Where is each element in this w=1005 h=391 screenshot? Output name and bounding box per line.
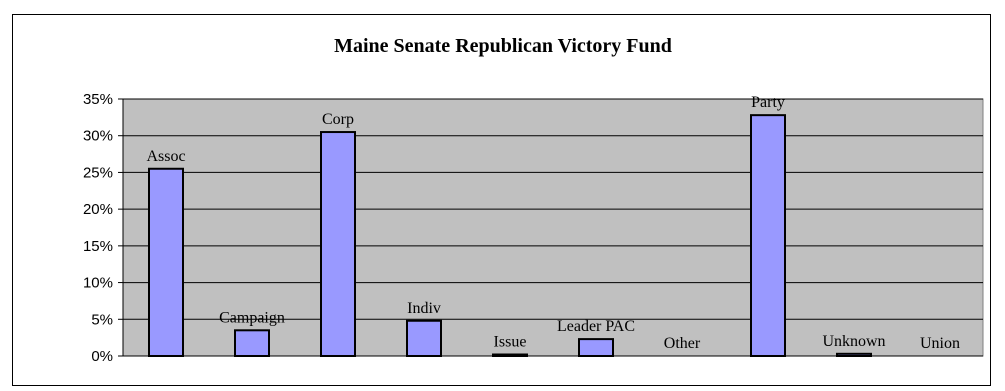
bar-indiv: [406, 319, 442, 357]
y-axis-ticks: 0% 5% 10% 15% 20% 25% 30% 35%: [83, 91, 124, 365]
bar-chart: Maine Senate Republican Victory Fund 0% 5…: [83, 35, 984, 365]
plot-area: [122, 98, 984, 357]
bar-assoc: [148, 167, 184, 357]
y-tick-label: 15%: [83, 238, 113, 255]
y-tick-label: 10%: [83, 275, 113, 292]
y-tick-label: 25%: [83, 164, 113, 181]
bar-party: [750, 114, 786, 358]
chart-frame: Maine Senate Republican Victory Fund 0% 5…: [12, 14, 991, 386]
bar-label-union: Union: [920, 335, 960, 352]
bar-campaign: [234, 329, 270, 357]
bar-label-indiv: Indiv: [407, 300, 441, 317]
bar-label-issue: Issue: [494, 334, 527, 351]
y-tick-label: 5%: [91, 311, 113, 328]
bar-label-assoc: Assoc: [146, 148, 185, 165]
bar-label-leader-pac: Leader PAC: [557, 318, 635, 335]
bar-label-corp: Corp: [322, 111, 354, 128]
bars: [148, 114, 872, 358]
bar-label-party: Party: [751, 94, 785, 111]
bar-leader-pac: [578, 338, 614, 357]
bar-issue: [492, 353, 528, 357]
bar-label-unknown: Unknown: [822, 333, 885, 350]
chart-title: Maine Senate Republican Victory Fund: [334, 35, 672, 57]
y-tick-label: 20%: [83, 201, 113, 218]
y-tick-label: 35%: [83, 91, 113, 108]
y-tick-label: 0%: [91, 348, 113, 365]
bar-label-other: Other: [664, 335, 701, 352]
bar-labels: Assoc Campaign Corp Indiv Issue Leader PAC Oth…: [146, 94, 960, 352]
bar-corp: [320, 131, 356, 357]
bar-label-campaign: Campaign: [219, 309, 285, 326]
y-tick-label: 30%: [83, 128, 113, 145]
bar-unknown: [836, 352, 872, 358]
